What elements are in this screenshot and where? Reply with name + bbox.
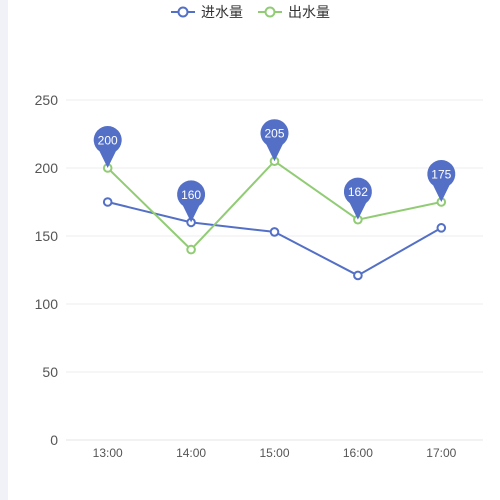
x-tick-label: 15:00 [259,446,289,460]
markpoint-label: 205 [264,127,284,141]
x-tick-label: 16:00 [343,446,373,460]
y-tick-label: 50 [42,364,58,380]
markpoint-pin [260,119,289,162]
data-point [186,244,196,255]
legend-label: 出水量 [288,4,330,20]
markpoint-label: 175 [431,168,451,182]
legend-item-series-0[interactable]: 进水量 [170,2,243,22]
y-tick-label: 250 [35,92,59,108]
data-point [353,270,363,281]
legend-line-circle-icon [258,6,282,18]
x-tick-label: 13:00 [93,446,123,460]
legend-label: 进水量 [201,4,243,20]
legend-line-circle-icon [171,6,195,18]
data-point [436,223,447,233]
y-tick-label: 100 [35,296,59,312]
markpoint-pin [427,160,456,202]
x-tick-label: 17:00 [426,446,456,460]
y-tick-label: 150 [35,228,59,244]
markpoint-label: 200 [98,134,118,148]
markpoint-label: 160 [181,188,201,202]
x-tick-label: 14:00 [176,446,206,460]
left-panel-strip [0,0,8,500]
markpoint-pin [93,126,122,168]
y-tick-label: 0 [50,432,58,448]
data-point [269,227,280,237]
chart-legend: 进水量 出水量 [0,2,500,22]
y-tick-label: 200 [35,160,59,176]
markpoint-pin [343,177,372,220]
markpoint-pin [177,180,206,223]
data-point [102,197,113,207]
markpoint-label: 162 [348,185,368,199]
legend-item-series-1[interactable]: 出水量 [257,2,330,22]
